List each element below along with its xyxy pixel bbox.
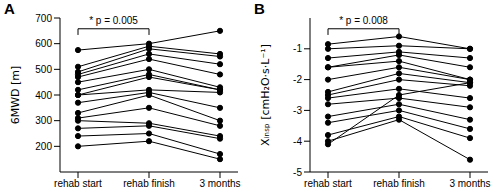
- svg-text:-5: -5: [293, 167, 302, 178]
- svg-text:200: 200: [35, 141, 52, 152]
- svg-text:* p = 0.005: * p = 0.005: [89, 15, 138, 26]
- svg-text:300: 300: [35, 115, 52, 126]
- svg-text:600: 600: [35, 38, 52, 49]
- svg-text:-1: -1: [293, 43, 302, 54]
- svg-text:Xᵢₙₛₚ [cmH₂O·s·L⁻¹]: Xᵢₙₛₚ [cmH₂O·s·L⁻¹]: [259, 44, 272, 146]
- svg-text:-4: -4: [293, 136, 302, 147]
- svg-text:rehab finish: rehab finish: [373, 178, 425, 189]
- svg-text:500: 500: [35, 64, 52, 75]
- svg-text:700: 700: [35, 13, 52, 24]
- svg-text:rehab start: rehab start: [54, 178, 102, 189]
- svg-text:3 months: 3 months: [449, 178, 490, 189]
- svg-text:400: 400: [35, 90, 52, 101]
- svg-text:rehab start: rehab start: [304, 178, 352, 189]
- svg-text:rehab finish: rehab finish: [123, 178, 175, 189]
- svg-text:-3: -3: [293, 105, 302, 116]
- svg-text:3 months: 3 months: [199, 178, 240, 189]
- html-text:B: B: [254, 0, 265, 17]
- html-text:A: A: [4, 0, 15, 17]
- svg-text:* p = 0.008: * p = 0.008: [339, 15, 388, 26]
- svg-text:-2: -2: [293, 74, 302, 85]
- svg-text:6MWD [m]: 6MWD [m]: [9, 66, 22, 125]
